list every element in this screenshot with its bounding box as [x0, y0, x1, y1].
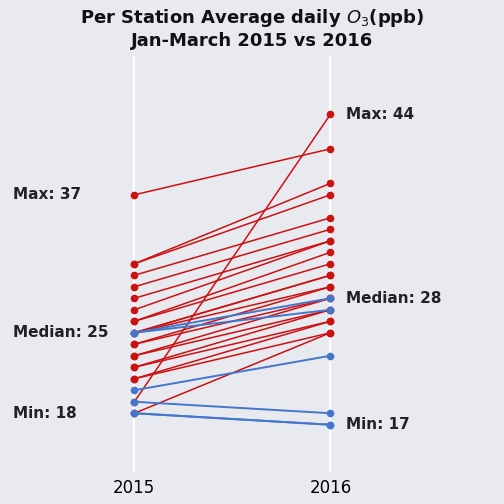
Point [327, 421, 335, 429]
Point [327, 306, 335, 314]
Point [131, 386, 139, 394]
Text: Max: 44: Max: 44 [346, 107, 414, 122]
Point [131, 398, 139, 406]
Title: Per Station Average daily $O_3$(ppb)
Jan-March 2015 vs 2016: Per Station Average daily $O_3$(ppb) Jan… [80, 7, 424, 50]
Point [131, 329, 139, 337]
Point [327, 317, 335, 325]
Point [131, 306, 139, 314]
Point [131, 409, 139, 417]
Point [327, 294, 335, 302]
Point [131, 317, 139, 325]
Point [131, 329, 139, 337]
Point [131, 283, 139, 291]
Point [327, 294, 335, 302]
Text: Median: 28: Median: 28 [346, 291, 442, 306]
Point [131, 409, 139, 417]
Point [131, 374, 139, 383]
Point [131, 352, 139, 360]
Point [327, 260, 335, 268]
Point [131, 374, 139, 383]
Point [327, 214, 335, 222]
Point [327, 110, 335, 118]
Point [327, 294, 335, 302]
Text: Min: 18: Min: 18 [13, 406, 77, 421]
Point [131, 317, 139, 325]
Point [327, 237, 335, 245]
Point [327, 248, 335, 257]
Point [131, 294, 139, 302]
Point [327, 145, 335, 153]
Point [327, 271, 335, 279]
Point [131, 260, 139, 268]
Point [131, 329, 139, 337]
Point [131, 329, 139, 337]
Point [327, 283, 335, 291]
Point [327, 283, 335, 291]
Point [327, 306, 335, 314]
Point [131, 363, 139, 371]
Point [327, 317, 335, 325]
Point [131, 398, 139, 406]
Point [131, 260, 139, 268]
Point [131, 409, 139, 417]
Point [131, 271, 139, 279]
Point [327, 191, 335, 199]
Point [327, 352, 335, 360]
Point [131, 363, 139, 371]
Point [327, 409, 335, 417]
Point [327, 421, 335, 429]
Point [327, 271, 335, 279]
Point [327, 225, 335, 233]
Text: Max: 37: Max: 37 [13, 187, 81, 202]
Point [131, 340, 139, 348]
Point [131, 340, 139, 348]
Point [327, 179, 335, 187]
Point [131, 191, 139, 199]
Point [327, 237, 335, 245]
Point [327, 306, 335, 314]
Point [131, 329, 139, 337]
Point [131, 352, 139, 360]
Point [327, 329, 335, 337]
Text: Median: 25: Median: 25 [13, 325, 108, 340]
Point [327, 329, 335, 337]
Text: Min: 17: Min: 17 [346, 417, 410, 432]
